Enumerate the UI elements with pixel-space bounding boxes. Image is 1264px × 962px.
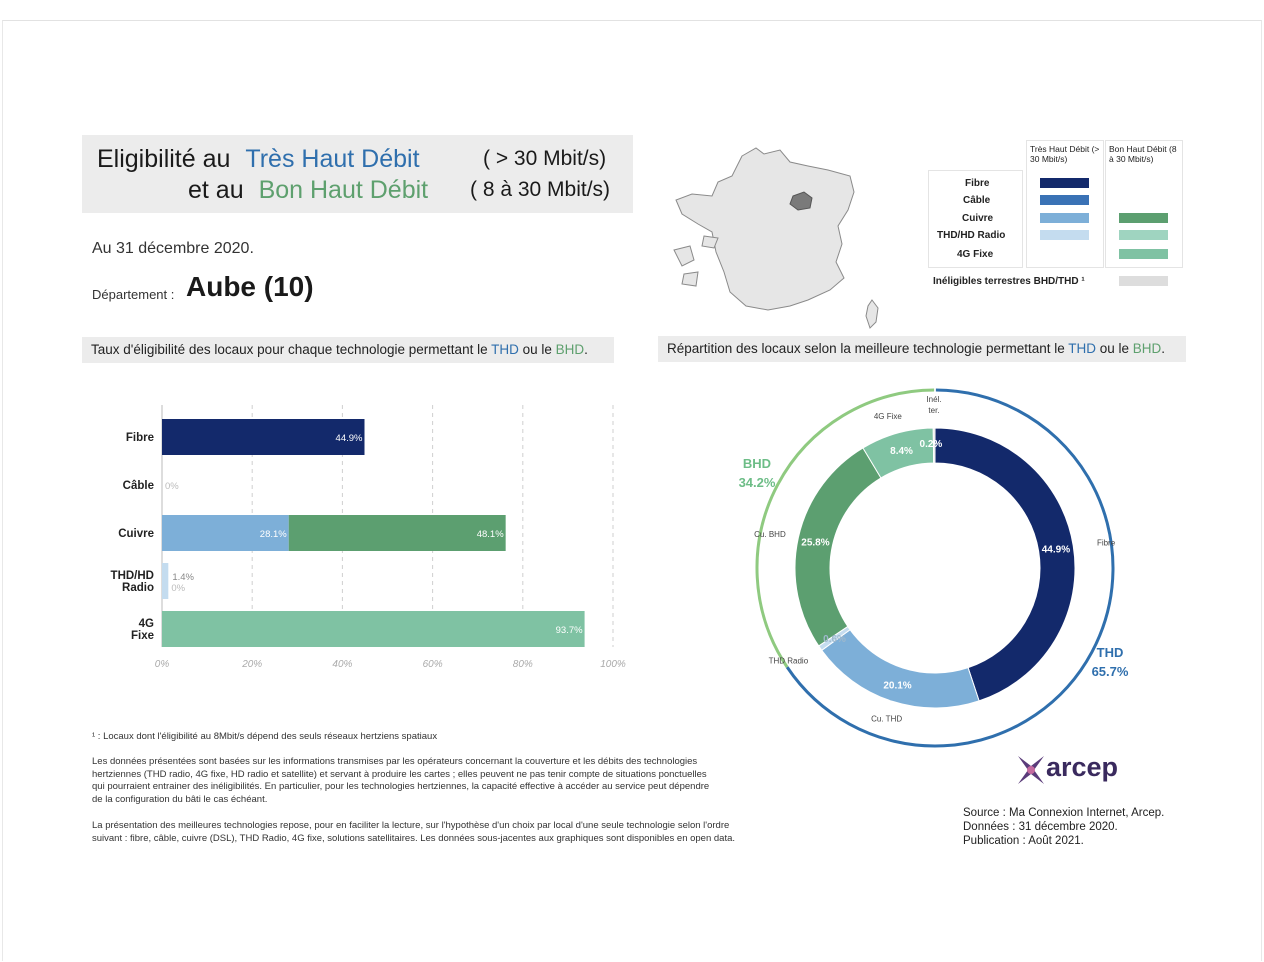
swatch-radio-bhd xyxy=(1119,230,1168,240)
slice-category-label: Fibre xyxy=(1097,538,1116,547)
footnote-paragraph-1: Les données présentées sont basées sur l… xyxy=(92,756,710,805)
category-label: Fibre xyxy=(126,432,154,444)
category-label: 4G xyxy=(139,618,154,630)
bar-thd xyxy=(162,563,169,599)
title-range-1: ( > 30 Mbit/s) xyxy=(483,147,607,170)
x-tick-label: 60% xyxy=(423,659,443,670)
swatch-cable xyxy=(1040,195,1089,205)
category-label: THD/HD xyxy=(111,570,154,582)
footnote-paragraph-2: La présentation des meilleures technolog… xyxy=(92,820,736,844)
slice-category-label: THD Radio xyxy=(769,657,809,666)
bhd-outer-ring xyxy=(755,388,935,668)
category-label: Câble xyxy=(123,480,154,492)
slice-category-label: 4G Fixe xyxy=(874,412,903,421)
legend-row-fibre: Fibre xyxy=(965,178,990,189)
slice-value-label: 0.2% xyxy=(920,439,943,450)
bar-value-label: 0% xyxy=(171,583,185,594)
aube-region xyxy=(789,191,813,211)
date-label: Au 31 décembre 2020. xyxy=(92,240,254,257)
swatch-cuivre-thd xyxy=(1040,213,1089,223)
swatch-fibre xyxy=(1040,178,1089,188)
best-technology-donut-chart: 44.9% 20.1% 0.6% 25.8% 8.4% 0.2% Fibre Cu. THD T… xyxy=(739,388,1129,748)
slice-value-label: 25.8% xyxy=(801,537,829,548)
departement-value: Aube (10) xyxy=(186,271,314,302)
bar-thd xyxy=(162,419,365,455)
x-tick-label: 80% xyxy=(513,659,533,670)
bar-value-label: 28.1% xyxy=(260,529,287,540)
legend-label-column xyxy=(928,170,1023,268)
title-box: Eligibilité au Très Haut Débit ( > 30 Mb… xyxy=(82,135,633,213)
donut-slice xyxy=(934,427,1076,702)
title-line-2: et au Bon Haut Débit xyxy=(188,176,429,204)
page-frame xyxy=(2,20,1262,961)
swatch-radio-thd xyxy=(1040,230,1089,240)
eligibility-bar-chart: 0% 20% 40% 60% 80% 100% Fibre 44.9% Câble 0% Cuivr… xyxy=(111,405,626,670)
france-map xyxy=(673,147,879,329)
swatch-4g-fixe xyxy=(1119,249,1168,259)
footnote-ineligible: ¹ : Locaux dont l'éligibilité au 8Mbit/s… xyxy=(92,731,438,742)
bhd-ring-label: BHD xyxy=(743,456,771,471)
legend-bhd-column xyxy=(1105,140,1183,268)
title-range-2: ( 8 à 30 Mbit/s) xyxy=(470,178,611,201)
arcep-logo-icon xyxy=(1018,756,1044,784)
slice-category-label: Cu. THD xyxy=(871,714,902,723)
x-tick-label: 100% xyxy=(600,659,626,670)
arcep-logo-text: arcep xyxy=(1046,752,1119,782)
x-tick-label: 40% xyxy=(332,659,352,670)
x-tick-label: 20% xyxy=(241,659,262,670)
slice-value-label: 44.9% xyxy=(1042,544,1070,555)
title-line-1: Eligibilité au Très Haut Débit xyxy=(97,145,420,173)
x-tick-label: 0% xyxy=(155,659,170,670)
category-label: Cuivre xyxy=(118,528,154,540)
title-bhd: Bon Haut Débit xyxy=(258,176,429,204)
bar-value-label: 93.7% xyxy=(556,625,583,636)
swatch-ineligible xyxy=(1119,276,1168,286)
donut-slice xyxy=(932,427,936,464)
legend-thd-header: Très Haut Débit (> 30 Mbit/s) xyxy=(1030,144,1100,164)
bhd-ring-value: 34.2% xyxy=(739,475,776,490)
overseas-islands xyxy=(673,235,719,287)
bar-value-label: 48.1% xyxy=(477,529,504,540)
source-block: Source : Ma Connexion Internet, Arcep. D… xyxy=(963,807,1165,847)
title-thd: Très Haut Débit xyxy=(245,145,420,173)
legend-ineligible-label: Inéligibles terrestres BHD/THD ¹ xyxy=(933,276,1085,287)
slice-category-label: Cu. BHD xyxy=(754,530,786,539)
legend-row-cuivre: Cuivre xyxy=(962,213,994,224)
legend-row-radio: THD/HD Radio xyxy=(937,230,1006,241)
bar-bhd xyxy=(162,611,585,647)
thd-ring-value: 65.7% xyxy=(1092,664,1129,679)
france-outline xyxy=(675,147,855,311)
legend-bhd-header: Bon Haut Débit (8 à 30 Mbit/s) xyxy=(1109,144,1177,164)
slice-category-label: Inél. xyxy=(926,395,941,404)
bar-bhd xyxy=(288,515,506,551)
bar-value-label: 0% xyxy=(165,481,179,492)
left-section-header: Taux d'éligibilité des locaux pour chaqu… xyxy=(82,337,614,363)
category-label: Fixe xyxy=(131,630,154,642)
slice-value-label: 0.6% xyxy=(823,634,846,645)
swatch-cuivre-bhd xyxy=(1119,213,1168,223)
slice-category-label: ter. xyxy=(928,406,939,415)
bar-thd xyxy=(162,515,289,551)
thd-outer-ring xyxy=(785,388,1115,748)
slice-value-label: 20.1% xyxy=(883,681,911,692)
thd-ring-label: THD xyxy=(1097,645,1124,660)
right-section-header: Répartition des locaux selon la meilleur… xyxy=(658,336,1186,362)
corsica-outline xyxy=(865,299,879,329)
legend-row-4g: 4G Fixe xyxy=(957,249,994,260)
legend-row-cable: Câble xyxy=(963,195,991,206)
slice-value-label: 8.4% xyxy=(890,446,913,457)
departement-label: Département : xyxy=(92,287,175,302)
bar-value-label: 1.4% xyxy=(172,572,194,583)
category-label: Radio xyxy=(122,582,154,594)
bar-value-label: 44.9% xyxy=(336,433,363,444)
